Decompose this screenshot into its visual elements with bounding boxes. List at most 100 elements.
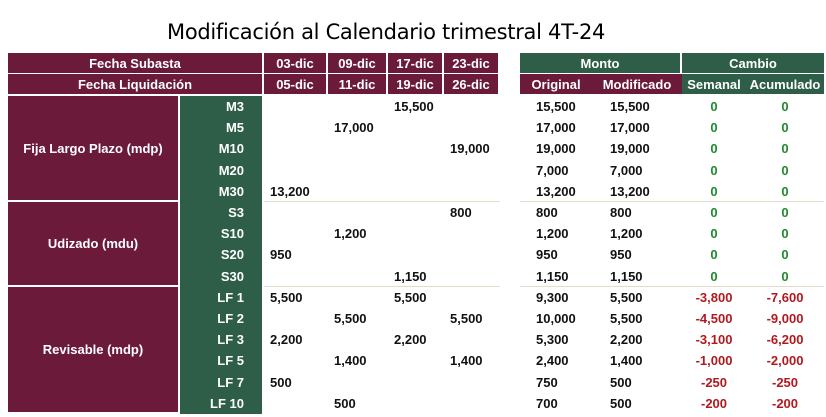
auction-amount: 15,500 [394, 99, 434, 115]
cumulative-change: 0 [781, 141, 789, 157]
auction-amount: 19,000 [450, 141, 490, 157]
cumulative-change: 0 [781, 120, 789, 136]
modified-amount: 5,500 [610, 289, 643, 305]
instrument-label: LF 7 [180, 371, 262, 393]
weekly-change: -3,800 [695, 289, 733, 305]
modified-amount: 17,000 [610, 120, 650, 136]
weekly-change: 0 [710, 268, 718, 284]
instrument-label: M3 [180, 96, 262, 118]
group-label-0: Fija Largo Plazo (mdp) [8, 96, 178, 200]
original-amount: 9,300 [536, 289, 569, 305]
cumulative-change: -7,600 [766, 289, 804, 305]
auction-amount: 1,400 [450, 353, 483, 369]
group-label-1: Udizado (mdu) [8, 202, 178, 285]
cumulative-change: -2,000 [766, 353, 804, 369]
subasta-date-1: 09-dic [328, 53, 386, 73]
instrument-label: LF 5 [180, 350, 262, 372]
original-amount: 700 [536, 395, 558, 411]
subasta-date-0: 03-dic [264, 53, 326, 73]
subasta-date-3: 23-dic [444, 53, 498, 73]
auction-amount: 1,200 [334, 226, 367, 242]
instrument-label: LF 3 [180, 329, 262, 351]
weekly-change: 0 [710, 120, 718, 136]
auction-amount: 5,500 [334, 311, 367, 327]
cumulative-change: -250 [771, 374, 799, 390]
cambio-header: Cambio [682, 53, 824, 73]
original-amount: 13,200 [536, 183, 576, 199]
auction-amount: 5,500 [450, 311, 483, 327]
original-amount: 1,200 [536, 226, 569, 242]
modified-amount: 15,500 [610, 99, 650, 115]
auction-amount: 1,400 [334, 353, 367, 369]
original-amount: 750 [536, 374, 558, 390]
modified-amount: 1,400 [610, 353, 643, 369]
auction-amount: 13,200 [270, 183, 310, 199]
liquidacion-date-0: 05-dic [264, 74, 326, 94]
group-label-2: Revisable (mdp) [8, 286, 178, 412]
weekly-change: -250 [700, 374, 728, 390]
cumulative-change: 0 [781, 268, 789, 284]
modified-amount: 500 [610, 374, 632, 390]
cumulative-change: 0 [781, 99, 789, 115]
auction-amount: 2,200 [270, 332, 303, 348]
modified-amount: 13,200 [610, 183, 650, 199]
instrument-label: M10 [180, 138, 262, 160]
weekly-change: -3,100 [695, 332, 733, 348]
original-amount: 19,000 [536, 141, 576, 157]
instrument-label: M20 [180, 159, 262, 181]
original-amount: 10,000 [536, 311, 576, 327]
modified-amount: 7,000 [610, 162, 643, 178]
modified-amount: 5,500 [610, 311, 643, 327]
modified-amount: 1,150 [610, 268, 643, 284]
fecha-subasta-header: Fecha Subasta [8, 53, 262, 73]
original-amount: 1,150 [536, 268, 569, 284]
instrument-label: S20 [180, 244, 262, 266]
auction-amount: 5,500 [270, 289, 303, 305]
instrument-label: LF 2 [180, 308, 262, 330]
subasta-date-2: 17-dic [388, 53, 442, 73]
original-amount: 17,000 [536, 120, 576, 136]
weekly-change: 0 [710, 162, 718, 178]
semanal-header: Semanal [682, 74, 746, 94]
monto-header: Monto [520, 53, 680, 73]
group-divider [520, 285, 824, 287]
group-divider [264, 285, 500, 287]
auction-amount: 500 [270, 374, 292, 390]
weekly-change: -200 [700, 395, 728, 411]
weekly-change: 0 [710, 141, 718, 157]
original-header: Original [520, 74, 592, 94]
instrument-label: S3 [180, 202, 262, 224]
weekly-change: 0 [710, 226, 718, 242]
modified-amount: 950 [610, 247, 632, 263]
original-amount: 950 [536, 247, 558, 263]
cumulative-change: 0 [781, 205, 789, 221]
modified-amount: 1,200 [610, 226, 643, 242]
instrument-label: S10 [180, 223, 262, 245]
original-amount: 5,300 [536, 332, 569, 348]
instrument-label: LF 1 [180, 286, 262, 308]
weekly-change: 0 [710, 183, 718, 199]
weekly-change: 0 [710, 247, 718, 263]
modified-amount: 500 [610, 395, 632, 411]
weekly-change: 0 [710, 205, 718, 221]
auction-amount: 2,200 [394, 332, 427, 348]
cumulative-change: 0 [781, 162, 789, 178]
group-divider [520, 201, 824, 202]
liquidacion-date-1: 11-dic [328, 74, 386, 94]
weekly-change: -4,500 [695, 311, 733, 327]
instrument-label: S30 [180, 265, 262, 287]
modified-amount: 19,000 [610, 141, 650, 157]
modificado-header: Modificado [592, 74, 682, 94]
original-amount: 2,400 [536, 353, 569, 369]
liquidacion-date-3: 26-dic [444, 74, 498, 94]
auction-amount: 17,000 [334, 120, 374, 136]
cumulative-change: 0 [781, 247, 789, 263]
cumulative-change: -200 [771, 395, 799, 411]
original-amount: 15,500 [536, 99, 576, 115]
auction-amount: 950 [270, 247, 292, 263]
cumulative-change: 0 [781, 226, 789, 242]
auction-amount: 800 [450, 205, 472, 221]
auction-amount: 5,500 [394, 289, 427, 305]
acumulado-header: Acumulado [746, 74, 824, 94]
weekly-change: -1,000 [695, 353, 733, 369]
